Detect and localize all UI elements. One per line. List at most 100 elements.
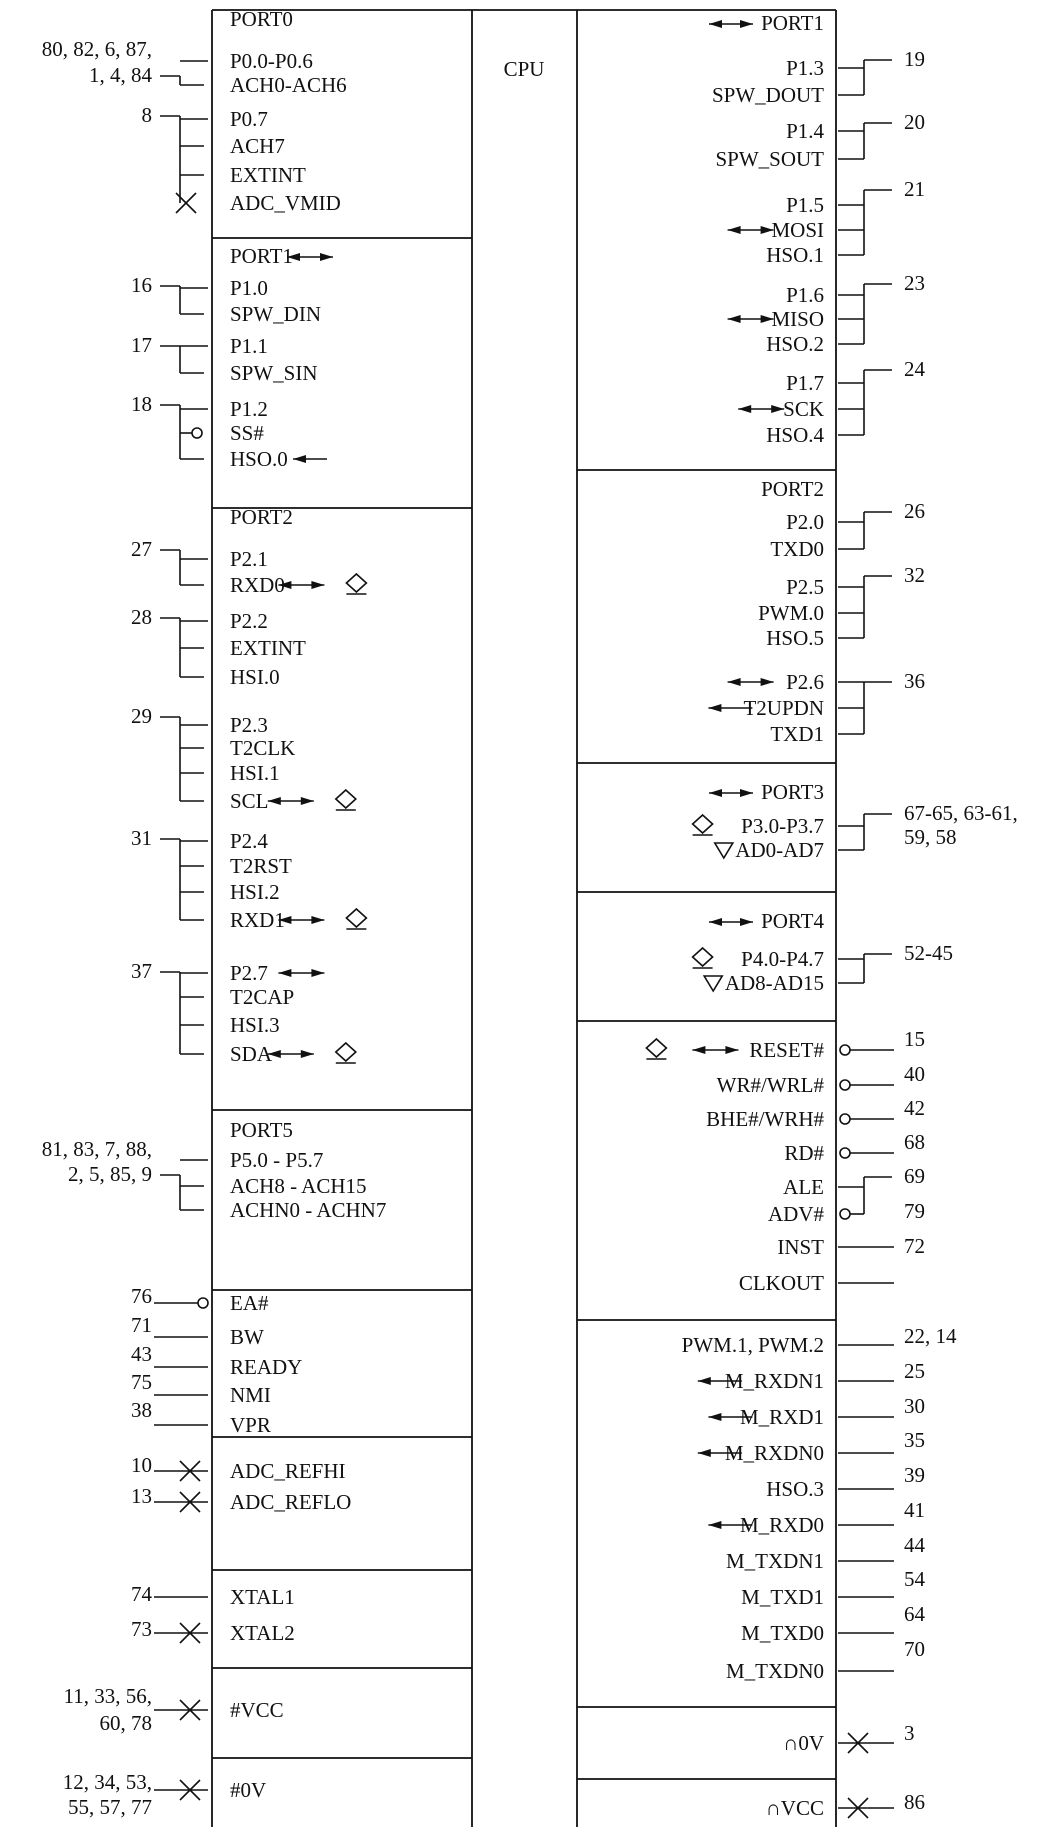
left-signal: XTAL2 73 bbox=[131, 1617, 295, 1645]
signal-label: EA# bbox=[230, 1291, 269, 1315]
pin-number: 12, 34, 53, bbox=[63, 1770, 152, 1794]
diamond-symbol bbox=[691, 946, 714, 969]
bidirectional-arrow bbox=[738, 405, 785, 413]
diamond-symbol bbox=[334, 788, 357, 811]
pin-number: 26 bbox=[904, 499, 925, 523]
left-block: ADC_REFHI 10 ADC_REFLO 13 bbox=[131, 1436, 472, 1514]
left-signal: ADC_REFLO 13 bbox=[131, 1484, 351, 1514]
signal-label: HSO.2 bbox=[766, 332, 824, 356]
diamond-shape bbox=[691, 813, 714, 835]
diamond-shape bbox=[645, 1037, 668, 1059]
signal-label: BHE#/WRH# bbox=[706, 1107, 824, 1131]
pin-number: 37 bbox=[131, 959, 152, 983]
connector-line bbox=[179, 1622, 201, 1644]
signal-label: P2.1 bbox=[230, 547, 268, 571]
arrow-head bbox=[725, 1046, 739, 1054]
pin-number: 69 bbox=[904, 1164, 925, 1188]
bidirectional-arrow bbox=[727, 315, 774, 323]
signal-label: P1.7 bbox=[786, 371, 824, 395]
bidirectional-arrow bbox=[727, 678, 774, 686]
signal-label: HSI.1 bbox=[230, 761, 280, 785]
pin-number: 42 bbox=[904, 1096, 925, 1120]
no-connect-x bbox=[847, 1732, 869, 1754]
signal-label: SDA bbox=[230, 1042, 273, 1066]
right-signal: HSO.3 39 bbox=[766, 1463, 925, 1501]
right-signal: INST 79 bbox=[777, 1199, 925, 1259]
pin-number: 44 bbox=[904, 1533, 926, 1557]
pin-number: 20 bbox=[904, 110, 925, 134]
arrow-head bbox=[311, 969, 325, 977]
arrow-head bbox=[771, 405, 785, 413]
chip-outline bbox=[211, 9, 837, 1827]
inversion-bubble bbox=[197, 1297, 209, 1309]
signal-label: M_TXD1 bbox=[741, 1585, 824, 1609]
pin-number: 68 bbox=[904, 1130, 925, 1154]
pin-number: 1, 4, 84 bbox=[89, 63, 153, 87]
arrow bbox=[697, 1449, 742, 1457]
inversion-bubble bbox=[839, 1113, 851, 1125]
signal-label: #VCC bbox=[230, 1698, 284, 1722]
port-title: PORT4 bbox=[761, 909, 824, 933]
diamond-shape bbox=[345, 572, 368, 594]
arrow-head bbox=[287, 253, 300, 261]
signal-label: SPW_DOUT bbox=[712, 83, 824, 107]
signal-label: P2.0 bbox=[786, 510, 824, 534]
arrow-head bbox=[278, 916, 292, 924]
no-connect-x bbox=[179, 1460, 201, 1482]
arrow-head bbox=[760, 678, 774, 686]
pin-number: 18 bbox=[131, 392, 152, 416]
arrow bbox=[293, 455, 327, 463]
signal-label: #0V bbox=[230, 1778, 266, 1802]
signal-label: P0.0-P0.6 bbox=[230, 49, 313, 73]
signal-label: P2.6 bbox=[786, 670, 824, 694]
signal-label: ACH0-ACH6 bbox=[230, 73, 347, 97]
signal-label: ADC_REFHI bbox=[230, 1459, 346, 1483]
arrow-head bbox=[293, 455, 306, 463]
signal-label: XTAL2 bbox=[230, 1621, 295, 1645]
no-connect-x bbox=[179, 1491, 201, 1513]
left-block: #0V 12, 34, 53,55, 57, 77 bbox=[63, 1757, 472, 1819]
signal-label: HSI.2 bbox=[230, 880, 280, 904]
bidirectional-arrow bbox=[278, 969, 325, 977]
signal-label: SPW_SIN bbox=[230, 361, 318, 385]
pin-number: 64 bbox=[904, 1602, 926, 1626]
pin-number: 15 bbox=[904, 1027, 925, 1051]
arrow-head bbox=[740, 918, 753, 926]
signal-label: ADC_VMID bbox=[230, 191, 341, 215]
no-connect-x bbox=[847, 1797, 869, 1819]
connector-line bbox=[179, 1779, 201, 1801]
signal-label: MISO bbox=[771, 307, 824, 331]
arrow-head bbox=[740, 789, 753, 797]
signal-label: ACH8 - ACH15 bbox=[230, 1174, 367, 1198]
connector-line bbox=[175, 192, 197, 214]
diamond-symbol bbox=[691, 813, 714, 836]
pin-number: 32 bbox=[904, 563, 925, 587]
left-signal: EA# 76 bbox=[131, 1284, 269, 1315]
signal-label: M_RXD1 bbox=[740, 1405, 824, 1429]
pin-number: 59, 58 bbox=[904, 825, 957, 849]
pin-number: 72 bbox=[904, 1234, 925, 1258]
signal-label: EXTINT bbox=[230, 636, 306, 660]
arrow-head bbox=[300, 797, 314, 805]
signal-label: P0.7 bbox=[230, 107, 268, 131]
signal-label: P3.0-P3.7 bbox=[741, 814, 824, 838]
right-pin-column: PORT1 P1.3 SPW_DOUT 19 P1.4 SPW_SOUT 20 P1.5MOS… bbox=[577, 11, 1018, 1820]
signal-label: READY bbox=[230, 1355, 302, 1379]
signal-label: P2.4 bbox=[230, 829, 268, 853]
pin-number: 41 bbox=[904, 1498, 925, 1522]
signal-label: M_TXDN1 bbox=[726, 1549, 824, 1573]
arrow bbox=[708, 1521, 753, 1529]
inversion-bubble bbox=[191, 427, 203, 439]
bidirectional-arrow bbox=[709, 789, 753, 797]
signal-label: SS# bbox=[230, 421, 264, 445]
arrow-head bbox=[300, 1050, 314, 1058]
pin-number: 39 bbox=[904, 1463, 925, 1487]
signal-label: ADV# bbox=[768, 1202, 824, 1226]
arrow-head bbox=[760, 315, 774, 323]
